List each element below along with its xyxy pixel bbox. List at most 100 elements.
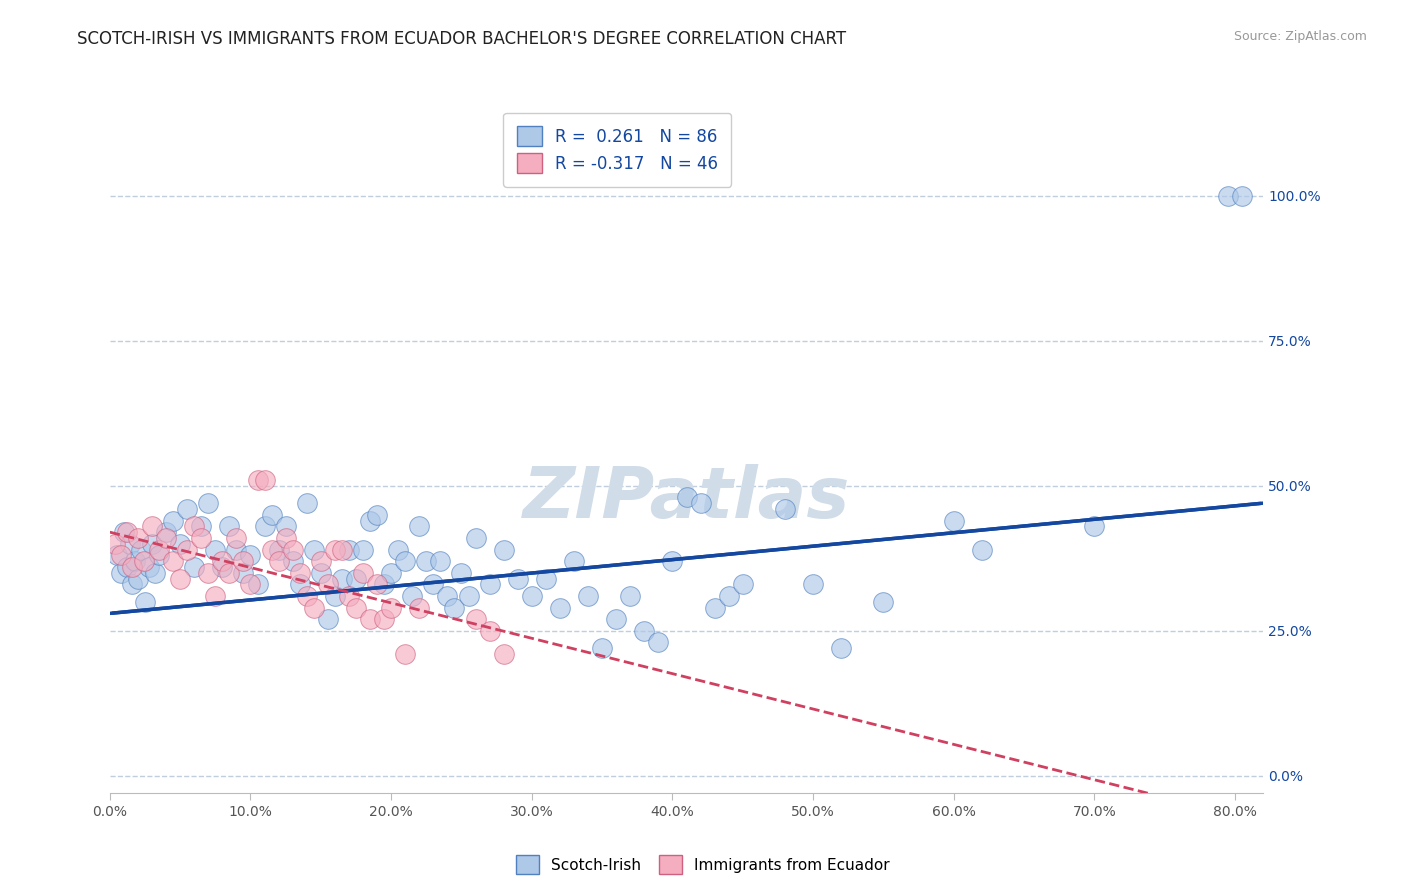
Point [408,519,430,533]
Point [591,641,613,656]
Point [267,542,290,557]
Point [112,525,135,540]
Point [429,554,451,568]
Point [401,589,423,603]
Point [330,542,353,557]
Point [134,595,156,609]
Point [239,549,262,563]
Point [155,525,177,540]
Point [380,566,402,580]
Point [302,600,325,615]
Point [534,572,557,586]
Point [105,549,128,563]
Point [211,560,233,574]
Point [703,600,725,615]
Point [309,566,332,580]
Point [661,554,683,568]
Point [478,577,501,591]
Point [121,560,143,574]
Point [373,612,395,626]
Point [183,519,205,533]
Point [253,473,276,487]
Point [148,542,170,557]
Point [506,572,529,586]
Text: ZIPatlas: ZIPatlas [523,464,851,533]
Point [162,554,184,568]
Point [281,554,304,568]
Point [141,519,163,533]
Point [260,542,283,557]
Point [330,572,353,586]
Point [127,572,149,586]
Point [190,531,212,545]
Point [323,589,346,603]
Point [121,577,143,591]
Point [457,589,479,603]
Point [464,531,486,545]
Point [942,514,965,528]
Point [129,542,152,557]
Point [148,549,170,563]
Point [218,519,240,533]
Point [1083,519,1105,533]
Point [520,589,543,603]
Point [675,491,697,505]
Point [190,519,212,533]
Point [225,531,247,545]
Point [295,589,318,603]
Point [731,577,754,591]
Point [309,554,332,568]
Point [281,542,304,557]
Point [104,537,127,551]
Point [323,542,346,557]
Point [169,537,191,551]
Point [204,542,226,557]
Point [232,554,254,568]
Point [464,612,486,626]
Point [197,566,219,580]
Point [394,554,416,568]
Point [115,525,138,540]
Point [239,577,262,591]
Point [562,554,585,568]
Point [124,554,146,568]
Point [359,612,381,626]
Point [344,600,367,615]
Point [352,566,374,580]
Point [143,566,166,580]
Point [717,589,740,603]
Point [408,600,430,615]
Point [619,589,641,603]
Point [176,542,198,557]
Point [141,537,163,551]
Point [970,542,993,557]
Point [689,496,711,510]
Point [647,635,669,649]
Point [176,502,198,516]
Point [232,566,254,580]
Point [204,589,226,603]
Legend: Scotch-Irish, Immigrants from Ecuador: Scotch-Irish, Immigrants from Ecuador [510,849,896,880]
Point [169,572,191,586]
Point [415,554,437,568]
Point [127,531,149,545]
Point [260,508,283,522]
Point [274,519,297,533]
Point [773,502,796,516]
Point [366,577,388,591]
Point [155,531,177,545]
Point [295,496,318,510]
Point [337,542,360,557]
Point [211,554,233,568]
Point [118,537,141,551]
Point [830,641,852,656]
Point [288,577,311,591]
Point [1216,188,1239,202]
Point [115,560,138,574]
Point [450,566,472,580]
Point [138,560,160,574]
Point [225,542,247,557]
Point [302,542,325,557]
Point [359,514,381,528]
Point [274,531,297,545]
